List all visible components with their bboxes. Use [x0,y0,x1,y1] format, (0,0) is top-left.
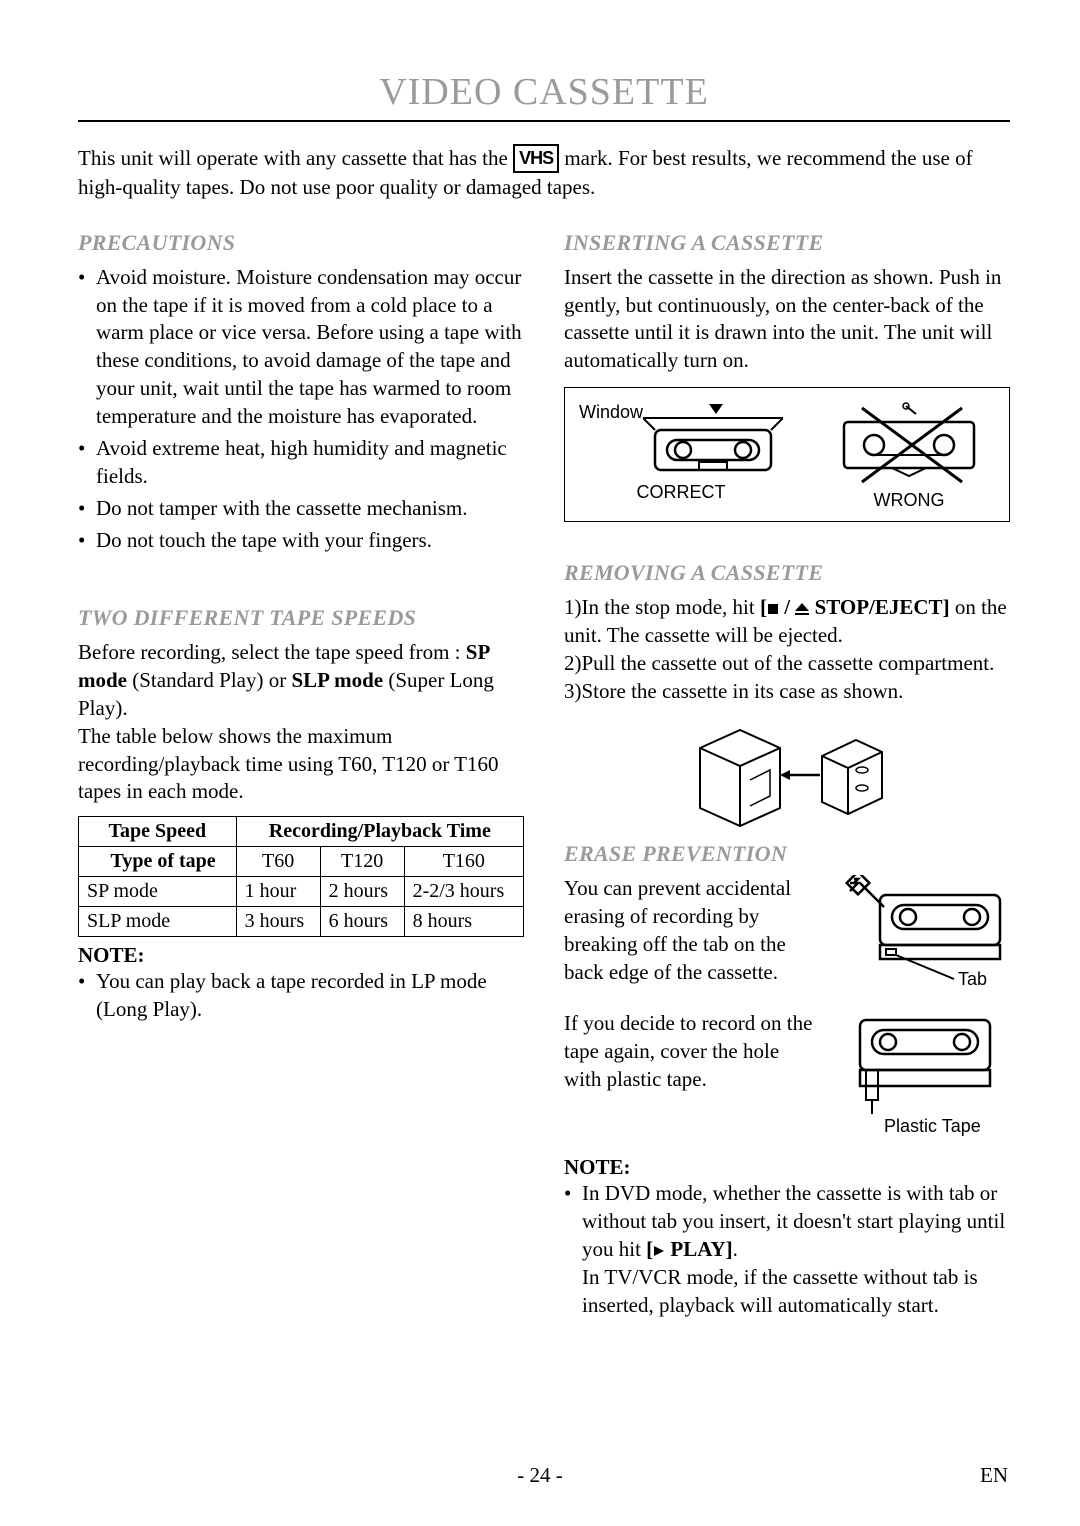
note-list-left: You can play back a tape recorded in LP … [78,968,524,1024]
precautions-list: Avoid moisture. Moisture condensation ma… [78,264,524,555]
table-head-speed: Tape Speed [79,817,237,847]
play-icon [653,1245,665,1257]
plastic-tape-diagram: Plastic Tape [840,1010,1010,1145]
tape-speed-table: Tape Speed Recording/Playback Time Type … [78,816,524,937]
slp-mode-label: SLP mode [291,668,383,692]
erase-row-1: You can prevent accidental erasing of re… [564,875,1010,1000]
wrong-label: WRONG [823,490,995,511]
table-cell: 1 hour [236,877,320,907]
table-mode-slp: SLP mode [79,907,237,937]
speeds-p1-b: (Standard Play) or [127,668,291,692]
removing-steps: 1)In the stop mode, hit [ / STOP/EJECT] … [564,594,1010,706]
cassette-plastic-tape-icon: Plastic Tape [840,1010,1010,1140]
two-column-layout: PRECAUTIONS Avoid moisture. Moisture con… [78,230,1010,1324]
note-r-b: . [733,1237,738,1261]
remove-step-3: 3)Store the cassette in its case as show… [564,678,1010,706]
note-r-line2: In TV/VCR mode, if the cassette without … [582,1265,978,1317]
note-item-right: In DVD mode, whether the cassette is wit… [564,1180,1010,1320]
table-cell: 2 hours [320,877,404,907]
table-head-time: Recording/Playback Time [236,817,523,847]
table-cell: 6 hours [320,907,404,937]
page-number: - 24 - [0,1463,1080,1488]
vhs-logo: VHS [513,144,559,173]
table-row: SP mode 1 hour 2 hours 2-2/3 hours [79,877,524,907]
precautions-heading: PRECAUTIONS [78,230,524,256]
stop-eject-label: STOP/EJECT] [815,595,950,619]
storage-diagram [564,720,1010,835]
note-heading-left: NOTE: [78,943,524,968]
cassette-correct-icon [643,400,783,478]
tape-speeds-paragraph-2: The table below shows the maximum record… [78,723,524,807]
intro-before: This unit will operate with any cassette… [78,146,513,170]
play-label: PLAY] [670,1237,732,1261]
stop-icon [767,603,779,615]
note-heading-right: NOTE: [564,1155,1010,1180]
table-cell: 2-2/3 hours [404,877,523,907]
cassette-tab-icon: Tab [840,875,1010,995]
remove-step-2: 2)Pull the cassette out of the cassette … [564,650,1010,678]
note-list-right: In DVD mode, whether the cassette is wit… [564,1180,1010,1320]
precaution-item: Avoid extreme heat, high humidity and ma… [78,435,524,491]
table-mode-sp: SP mode [79,877,237,907]
removing-heading: REMOVING A CASSETTE [564,560,1010,586]
inserting-heading: INSERTING A CASSETTE [564,230,1010,256]
precaution-item: Do not tamper with the cassette mechanis… [78,495,524,523]
eject-icon [795,603,809,615]
table-empty-cell [79,847,103,877]
remove-step-3-text: Store the cassette in its case as shown. [582,679,904,703]
tape-speeds-heading: TWO DIFFERENT TAPE SPEEDS [78,605,524,631]
cassette-storage-icon [682,720,892,830]
table-col-t160: T160 [404,847,523,877]
erase-row-2: If you decide to record on the tape agai… [564,1010,1010,1145]
precaution-item: Avoid moisture. Moisture condensation ma… [78,264,524,432]
table-row: SLP mode 3 hours 6 hours 8 hours [79,907,524,937]
table-cell: 3 hours [236,907,320,937]
speeds-p1-a: Before recording, select the tape speed … [78,640,466,664]
tab-label-text: Tab [958,969,987,989]
erase-prevention-heading: ERASE PREVENTION [564,841,1010,867]
erase-paragraph-1: You can prevent accidental erasing of re… [564,875,820,987]
table-type-of-tape: Type of tape [103,847,237,877]
note-item: You can play back a tape recorded in LP … [78,968,524,1024]
erase-paragraph-2: If you decide to record on the tape agai… [564,1010,820,1094]
tab-diagram: Tab [840,875,1010,1000]
remove-step-1: 1)In the stop mode, hit [ / STOP/EJECT] … [564,594,1010,650]
window-label: Window [579,402,643,423]
table-col-t60: T60 [236,847,320,877]
correct-label: CORRECT [579,482,783,503]
remove-step-1a: In the stop mode, hit [582,595,760,619]
intro-paragraph: This unit will operate with any cassette… [78,144,1010,202]
precaution-item: Do not touch the tape with your fingers. [78,527,524,555]
right-column: INSERTING A CASSETTE Insert the cassette… [564,230,1010,1324]
page-title: VIDEO CASSETTE [78,70,1010,122]
left-column: PRECAUTIONS Avoid moisture. Moisture con… [78,230,524,1324]
table-cell: 8 hours [404,907,523,937]
tape-speeds-paragraph-1: Before recording, select the tape speed … [78,639,524,723]
remove-step-2-text: Pull the cassette out of the cassette co… [582,651,995,675]
plastic-tape-label-text: Plastic Tape [884,1116,981,1136]
table-col-t120: T120 [320,847,404,877]
cassette-wrong-icon [834,400,984,490]
inserting-paragraph: Insert the cassette in the direction as … [564,264,1010,376]
page-lang: EN [980,1463,1008,1488]
insert-diagram: Window CORRECT [564,387,1010,522]
